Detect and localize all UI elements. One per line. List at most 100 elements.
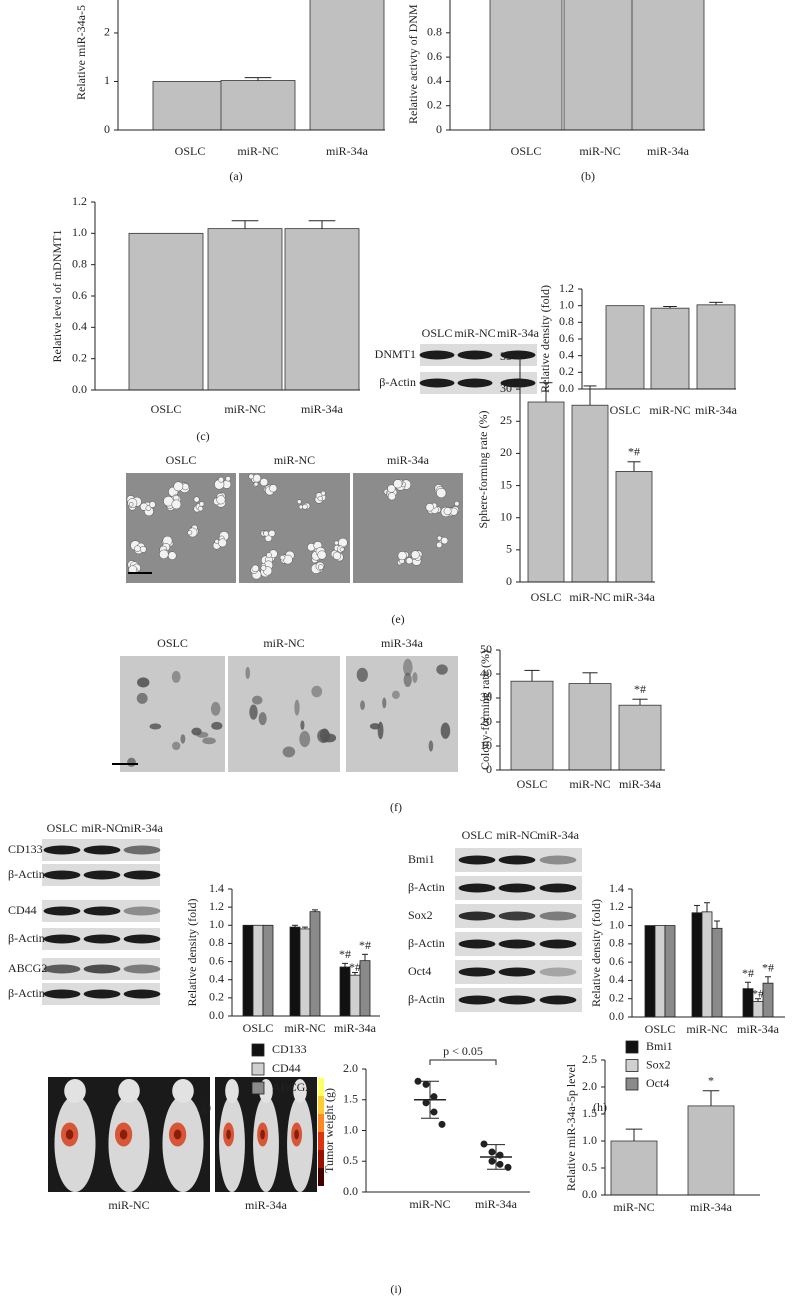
bar bbox=[284, 228, 360, 391]
sphere bbox=[405, 557, 413, 565]
y-tick-label: 1.5 bbox=[343, 1092, 358, 1106]
data-point bbox=[422, 1080, 430, 1088]
blot-column-label: miR-NC bbox=[81, 821, 122, 835]
data-point bbox=[480, 1140, 488, 1148]
y-tick-label: 0 bbox=[436, 122, 442, 136]
photo bbox=[239, 473, 350, 583]
x-tick-label: OSLC bbox=[243, 1021, 274, 1035]
blot-band bbox=[498, 883, 536, 893]
legend-label: Sox2 bbox=[646, 1057, 671, 1071]
sphere bbox=[253, 481, 259, 487]
blot-column-label: OSLC bbox=[422, 326, 453, 340]
y-tick-label: 35 bbox=[500, 349, 512, 363]
x-tick-label: miR-34a bbox=[737, 1022, 780, 1036]
legend-swatch bbox=[251, 1081, 265, 1095]
bar bbox=[289, 926, 301, 1017]
photo bbox=[48, 1077, 210, 1192]
bar bbox=[568, 683, 612, 771]
y-tick-label: 1.5 bbox=[582, 1106, 597, 1120]
x-tick-label: miR-34a bbox=[613, 590, 656, 604]
sphere bbox=[260, 565, 267, 571]
sphere bbox=[263, 530, 270, 537]
y-tick-label: 1.0 bbox=[609, 917, 624, 931]
blot-band bbox=[43, 870, 81, 880]
colony bbox=[294, 699, 300, 716]
sphere bbox=[218, 538, 227, 548]
legend-label: Bmi1 bbox=[646, 1039, 673, 1053]
x-tick-label: miR-34a bbox=[475, 1197, 518, 1211]
blot-column-label: miR-34a bbox=[537, 828, 580, 842]
sphere bbox=[197, 505, 204, 512]
y-tick-label: 0 bbox=[506, 574, 512, 588]
y-tick-label: 1.2 bbox=[609, 899, 624, 913]
sphere bbox=[317, 564, 324, 570]
colony bbox=[300, 720, 305, 730]
bar bbox=[489, 0, 563, 131]
y-tick-label: 0.0 bbox=[343, 1184, 358, 1198]
y-tick-label: 0.6 bbox=[427, 49, 442, 63]
blot-band bbox=[458, 995, 496, 1005]
signal-core bbox=[65, 1129, 74, 1140]
signal-core bbox=[119, 1129, 128, 1140]
y-tick-label: 0.4 bbox=[609, 972, 624, 986]
blot-band bbox=[83, 870, 121, 880]
blot-column-label: miR-34a bbox=[121, 821, 164, 835]
bar bbox=[610, 1140, 658, 1196]
y-tick-label: 2.0 bbox=[582, 1079, 597, 1093]
panel-label: (c) bbox=[196, 429, 209, 443]
legend-swatch bbox=[625, 1077, 639, 1091]
x-tick-label: OSLC bbox=[517, 777, 548, 791]
blot-row-label: β-Actin bbox=[408, 880, 445, 894]
bar bbox=[650, 307, 690, 390]
y-axis-label: Sphere-forming rate (%) bbox=[476, 411, 490, 529]
blot-row-label: β-Actin bbox=[8, 986, 45, 1000]
y-tick-label: 25 bbox=[500, 413, 512, 427]
sphere bbox=[302, 503, 308, 510]
image-label: miR-34a bbox=[381, 636, 424, 650]
sphere bbox=[317, 495, 323, 502]
blot-row-label: ABCG2 bbox=[8, 961, 47, 975]
blot-band bbox=[539, 995, 577, 1005]
blot-band bbox=[457, 350, 493, 360]
bar bbox=[220, 80, 296, 131]
y-tick-label: 15 bbox=[500, 477, 512, 491]
colony bbox=[171, 670, 181, 683]
x-tick-label: miR-NC bbox=[224, 402, 265, 416]
photo bbox=[120, 656, 225, 772]
signal-core bbox=[260, 1129, 265, 1140]
y-tick-label: 10 bbox=[480, 738, 492, 752]
bar bbox=[631, 0, 705, 131]
y-tick-label: 0.5 bbox=[343, 1153, 358, 1167]
blot-column-label: OSLC bbox=[47, 821, 78, 835]
sphere bbox=[436, 487, 447, 499]
y-tick-label: 1.2 bbox=[72, 194, 87, 208]
y-tick-label: 1.4 bbox=[609, 881, 624, 895]
y-tick-label: 0.8 bbox=[609, 936, 624, 950]
blot-band bbox=[419, 350, 455, 360]
colorbar-step bbox=[318, 1078, 324, 1096]
blot-column-label: OSLC bbox=[462, 828, 493, 842]
image-label: OSLC bbox=[166, 453, 197, 467]
data-point bbox=[488, 1157, 496, 1165]
colorbar-step bbox=[318, 1114, 324, 1132]
sphere bbox=[266, 552, 272, 558]
colorbar-step bbox=[318, 1096, 324, 1114]
sphere bbox=[269, 484, 278, 493]
x-tick-label: miR-34a bbox=[690, 1200, 733, 1214]
bar bbox=[207, 228, 283, 391]
legend-swatch bbox=[251, 1062, 265, 1076]
x-tick-label: miR-NC bbox=[649, 403, 690, 417]
y-tick-label: 0.2 bbox=[72, 350, 87, 364]
y-tick-label: 1.4 bbox=[209, 881, 224, 895]
blot-band bbox=[458, 855, 496, 865]
sphere bbox=[334, 540, 339, 546]
image-label: miR-NC bbox=[108, 1198, 149, 1212]
blot-band bbox=[419, 378, 455, 388]
y-tick-label: 1.0 bbox=[559, 297, 574, 311]
legend-swatch bbox=[625, 1059, 639, 1072]
panel-label: (e) bbox=[391, 612, 404, 626]
sphere bbox=[410, 550, 420, 560]
colorbar-step bbox=[318, 1132, 324, 1150]
colony bbox=[436, 664, 448, 675]
blot-band bbox=[123, 934, 161, 944]
